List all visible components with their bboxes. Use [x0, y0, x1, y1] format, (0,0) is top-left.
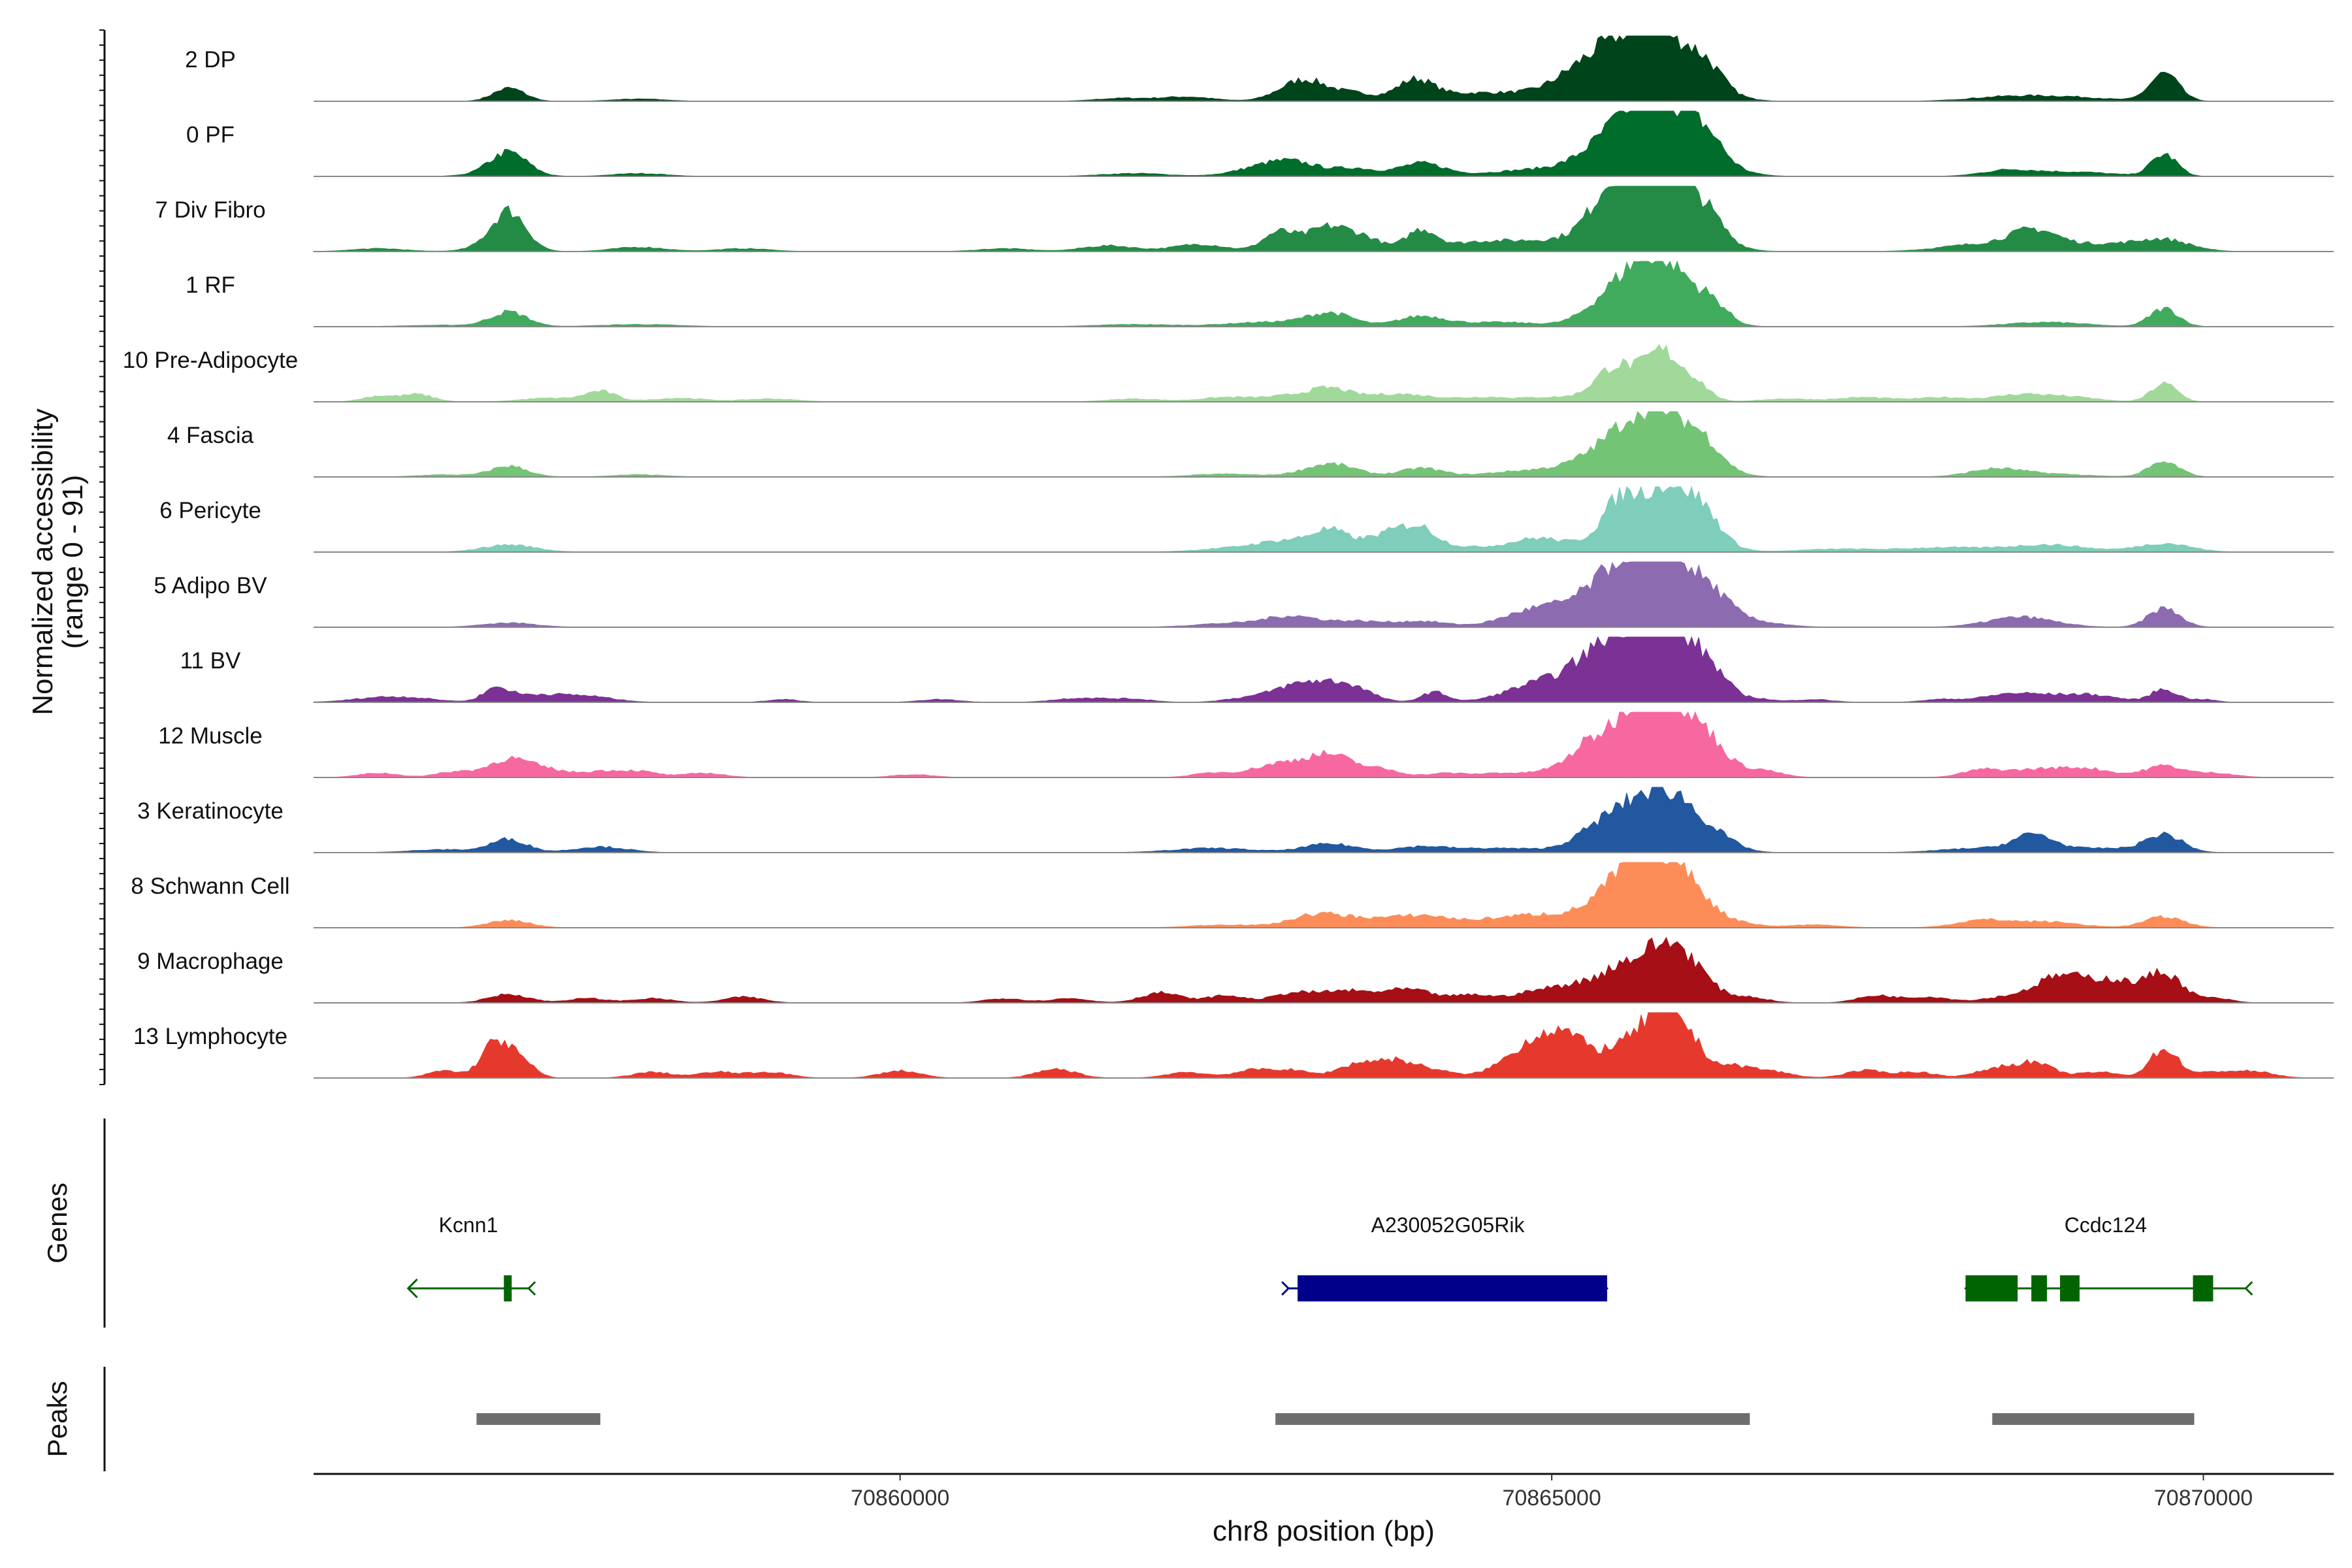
- gene-strand-arrow: [1281, 1281, 1290, 1296]
- track-12-muscle: 12 Muscle: [158, 711, 2334, 778]
- peak-region-bar: [476, 1413, 600, 1425]
- track-2-dp: 2 DP: [185, 35, 2334, 102]
- track-label: 10 Pre-Adipocyte: [123, 348, 298, 373]
- track-label: 9 Macrophage: [137, 949, 284, 974]
- track-9-macrophage: 9 Macrophage: [137, 936, 2334, 1004]
- track-label: 8 Schwann Cell: [131, 874, 289, 899]
- gene-exon: [2193, 1275, 2213, 1301]
- peak-region-bar: [1992, 1413, 2195, 1425]
- track-0-pf: 0 PF: [186, 110, 2334, 177]
- gene-label: A230052G05Rik: [1371, 1213, 1526, 1237]
- gene-a230052g05rik: A230052G05Rik: [1281, 1213, 1609, 1301]
- track-label: 12 Muscle: [158, 723, 263, 749]
- peaks-panel-title: Peaks: [42, 1381, 73, 1458]
- track-signal-area: [313, 186, 2334, 252]
- gene-kcnn1: Kcnn1: [406, 1213, 536, 1301]
- gene-ccdc124: Ccdc124: [1964, 1213, 2253, 1301]
- peak-region-bar: [1275, 1413, 1750, 1425]
- gene-strand-arrow: [527, 1281, 536, 1296]
- track-8-schwann-cell: 8 Schwann Cell: [131, 862, 2334, 928]
- genes-panel-title: Genes: [42, 1183, 73, 1264]
- track-11-bv: 11 BV: [180, 636, 2334, 703]
- track-label: 3 Keratinocyte: [137, 798, 284, 824]
- track-signal-area: [314, 260, 2334, 327]
- track-7-div-fibro: 7 Div Fibro: [155, 186, 2334, 252]
- track-label: 13 Lymphocyte: [133, 1024, 287, 1049]
- genes-panel: Genes Kcnn1 A230052G05Rik Ccdc124: [42, 1119, 2253, 1328]
- track-signal-area: [314, 936, 2334, 1004]
- x-tick-label: 70865000: [1502, 1486, 1601, 1511]
- track-signal-area: [314, 787, 2334, 853]
- track-signal-area: [314, 344, 2334, 402]
- track-label: 11 BV: [180, 648, 241, 674]
- gene-label: Kcnn1: [439, 1213, 498, 1237]
- coverage-tracks: 2 DP 0 PF 7 Div Fibro 1 RF 10 Pre-Adipocyte 4…: [123, 35, 2334, 1079]
- gene-exon: [1298, 1275, 1607, 1301]
- gene-label: Ccdc124: [2065, 1213, 2147, 1237]
- gene-strand-arrow: [2244, 1281, 2253, 1296]
- x-tick-label: 70870000: [2154, 1486, 2253, 1511]
- track-signal-area: [314, 561, 2334, 628]
- x-tick-label: 70860000: [851, 1486, 949, 1511]
- gene-exon: [2060, 1275, 2080, 1301]
- x-axis-title: chr8 position (bp): [1213, 1515, 1435, 1547]
- track-10-pre-adipocyte: 10 Pre-Adipocyte: [123, 344, 2334, 402]
- gene-strand-arrow: [1597, 1278, 1609, 1299]
- track-signal-area: [314, 485, 2334, 553]
- track-signal-area: [314, 1012, 2334, 1079]
- track-label: 0 PF: [186, 122, 235, 148]
- track-signal-area: [314, 411, 2334, 478]
- peaks-panel: Peaks: [42, 1367, 2195, 1471]
- track-signal-area: [314, 35, 2334, 102]
- track-signal-area: [314, 711, 2334, 778]
- gene-exon: [2031, 1275, 2048, 1301]
- y-axis: Normalized accessibility(range 0 - 91): [27, 29, 106, 1085]
- track-4-fascia: 4 Fascia: [167, 411, 2334, 478]
- track-label: 7 Div Fibro: [155, 197, 265, 223]
- gene-strand-arrow: [406, 1278, 418, 1299]
- track-signal-area: [314, 110, 2334, 177]
- track-label: 6 Pericyte: [159, 498, 261, 523]
- y-axis-title: Normalized accessibility(range 0 - 91): [27, 408, 89, 715]
- gene-exon: [504, 1275, 512, 1301]
- track-1-rf: 1 RF: [186, 260, 2334, 327]
- track-signal-area: [313, 636, 2334, 703]
- gene-strand-arrow: [1964, 1278, 1976, 1299]
- track-5-adipo-bv: 5 Adipo BV: [154, 561, 2334, 628]
- track-label: 5 Adipo BV: [154, 573, 267, 598]
- track-label: 1 RF: [186, 272, 235, 298]
- x-axis: 70860000 70865000 70870000 chr8 position (b…: [314, 1473, 2334, 1547]
- track-signal-area: [314, 862, 2334, 928]
- track-3-keratinocyte: 3 Keratinocyte: [137, 787, 2334, 853]
- track-13-lymphocyte: 13 Lymphocyte: [133, 1012, 2334, 1079]
- track-6-pericyte: 6 Pericyte: [159, 485, 2334, 553]
- track-label: 2 DP: [185, 47, 236, 73]
- track-label: 4 Fascia: [167, 423, 254, 448]
